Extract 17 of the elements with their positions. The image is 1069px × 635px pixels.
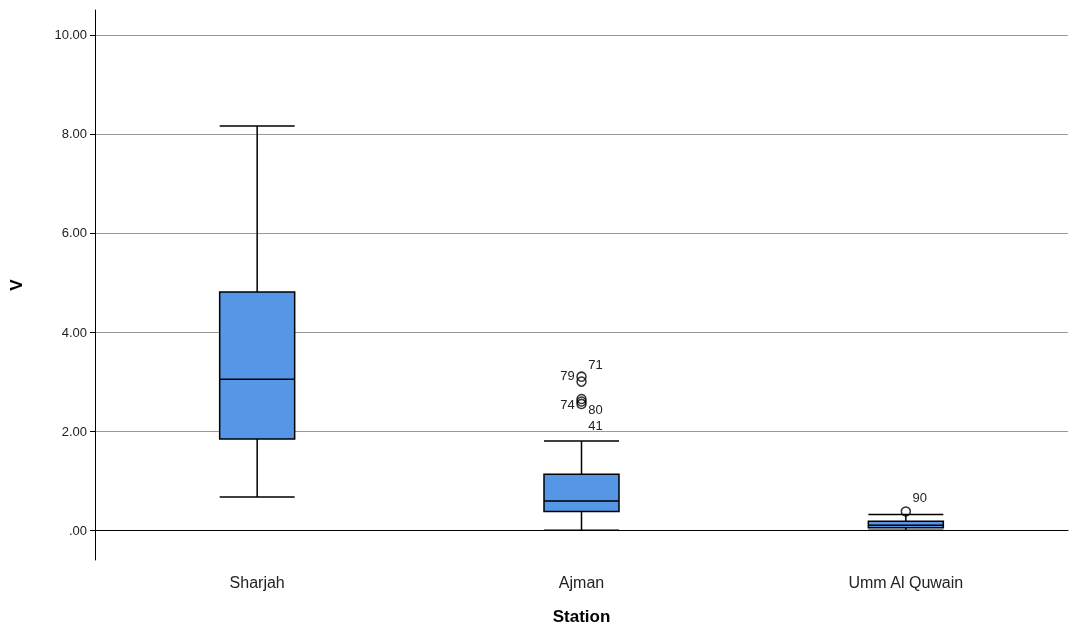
x-axis-title: Station <box>552 607 611 626</box>
x-tick-label: Ajman <box>558 573 605 591</box>
annotation: 71 <box>588 357 603 373</box>
annotation: 80 <box>588 401 603 417</box>
y-tick-label: 2.00 <box>61 423 87 439</box>
annotation: 41 <box>588 418 603 434</box>
y-tick-label: .00 <box>68 522 87 538</box>
x-tick-label: Umm Al Quwain <box>848 573 964 591</box>
y-tick-label: 6.00 <box>61 225 87 241</box>
y-tick-label: 8.00 <box>61 126 87 142</box>
y-tick-label: 10.00 <box>54 27 87 43</box>
x-tick-label: Sharjah <box>229 573 285 591</box>
y-tick-label: 4.00 <box>61 324 87 340</box>
annotation: 90 <box>912 489 928 505</box>
annotation: 74 <box>560 397 575 413</box>
y-axis-title: V <box>7 278 26 291</box>
annotation: 79 <box>560 368 575 384</box>
